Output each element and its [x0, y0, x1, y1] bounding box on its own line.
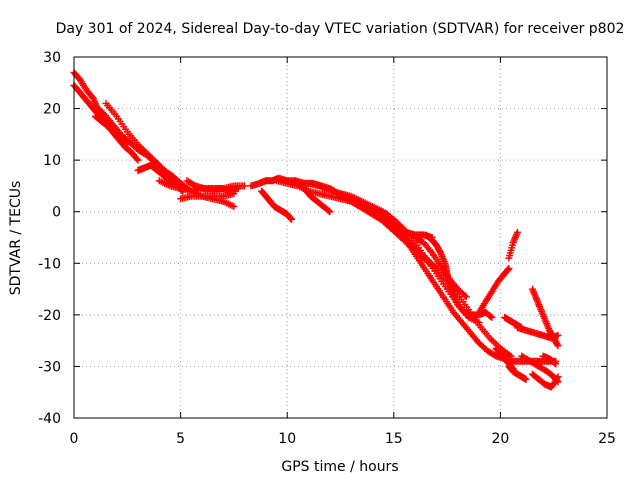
data-point	[522, 375, 530, 383]
y-tick-label: 10	[43, 153, 61, 169]
data-point	[554, 342, 562, 350]
y-tick-label: 20	[43, 102, 61, 118]
y-tick-label: -30	[38, 359, 61, 375]
y-axis-label: SDTVAR / TECUs	[8, 181, 24, 296]
data-point	[553, 341, 561, 349]
data-point	[504, 265, 512, 273]
data-point	[230, 203, 238, 211]
x-axis-label: GPS time / hours	[281, 459, 398, 475]
data-series	[70, 68, 562, 391]
data-point	[505, 264, 513, 272]
data-point	[234, 185, 242, 193]
data-point	[487, 313, 495, 321]
data-point	[461, 292, 469, 300]
data-point	[552, 360, 560, 368]
series-arc-27	[528, 285, 562, 350]
x-tick-label: 0	[70, 431, 79, 447]
y-tick-label: -20	[38, 308, 61, 324]
data-point	[383, 210, 391, 218]
series-arc-30	[539, 352, 560, 368]
plot-frame	[73, 56, 608, 419]
data-point	[325, 207, 333, 215]
series-arc-16	[358, 200, 391, 218]
series-arc-11	[258, 187, 295, 223]
x-tick-label: 10	[278, 431, 296, 447]
y-axis-tick-labels: -40 -30 -20 -10 0 10 20 30	[38, 50, 61, 427]
x-tick-label: 15	[385, 431, 403, 447]
data-point	[513, 228, 521, 236]
data-point	[287, 215, 295, 223]
series-arc-9	[183, 177, 242, 195]
data-point	[134, 156, 142, 164]
series-arc-21	[475, 264, 513, 316]
data-point	[133, 155, 141, 163]
x-tick-label: 25	[598, 431, 616, 447]
series-arc-8	[177, 192, 238, 211]
x-tick-label: 20	[491, 431, 509, 447]
y-tick-label: 30	[43, 50, 61, 66]
series-arc-24	[505, 228, 521, 262]
data-point	[122, 140, 130, 148]
x-axis-tick-labels: 0 5 10 15 20 25	[70, 431, 616, 447]
x-tick-label: 5	[176, 431, 185, 447]
data-point	[287, 215, 295, 223]
data-point	[462, 293, 470, 301]
series-arc-20	[422, 231, 496, 321]
data-point	[507, 352, 515, 360]
axis-ticks	[73, 56, 608, 419]
series-arc-29	[528, 370, 562, 391]
series-arc-13	[294, 179, 334, 216]
series-arc-26	[505, 362, 530, 383]
y-tick-label: 0	[52, 205, 61, 221]
grid	[74, 57, 607, 418]
y-tick-label: -40	[38, 411, 61, 427]
data-point	[326, 208, 334, 216]
data-point	[123, 141, 131, 149]
chart-title: Day 301 of 2024, Sidereal Day-to-day VTE…	[56, 21, 625, 37]
data-point	[241, 182, 249, 190]
series-arc-18	[400, 234, 515, 360]
data-point	[554, 373, 562, 381]
series-arc-6	[134, 161, 187, 195]
series-arc-5	[91, 112, 131, 149]
data-point	[551, 359, 559, 367]
series-arc-23	[501, 313, 526, 332]
y-tick-label: -10	[38, 256, 61, 272]
data-point	[488, 313, 496, 321]
